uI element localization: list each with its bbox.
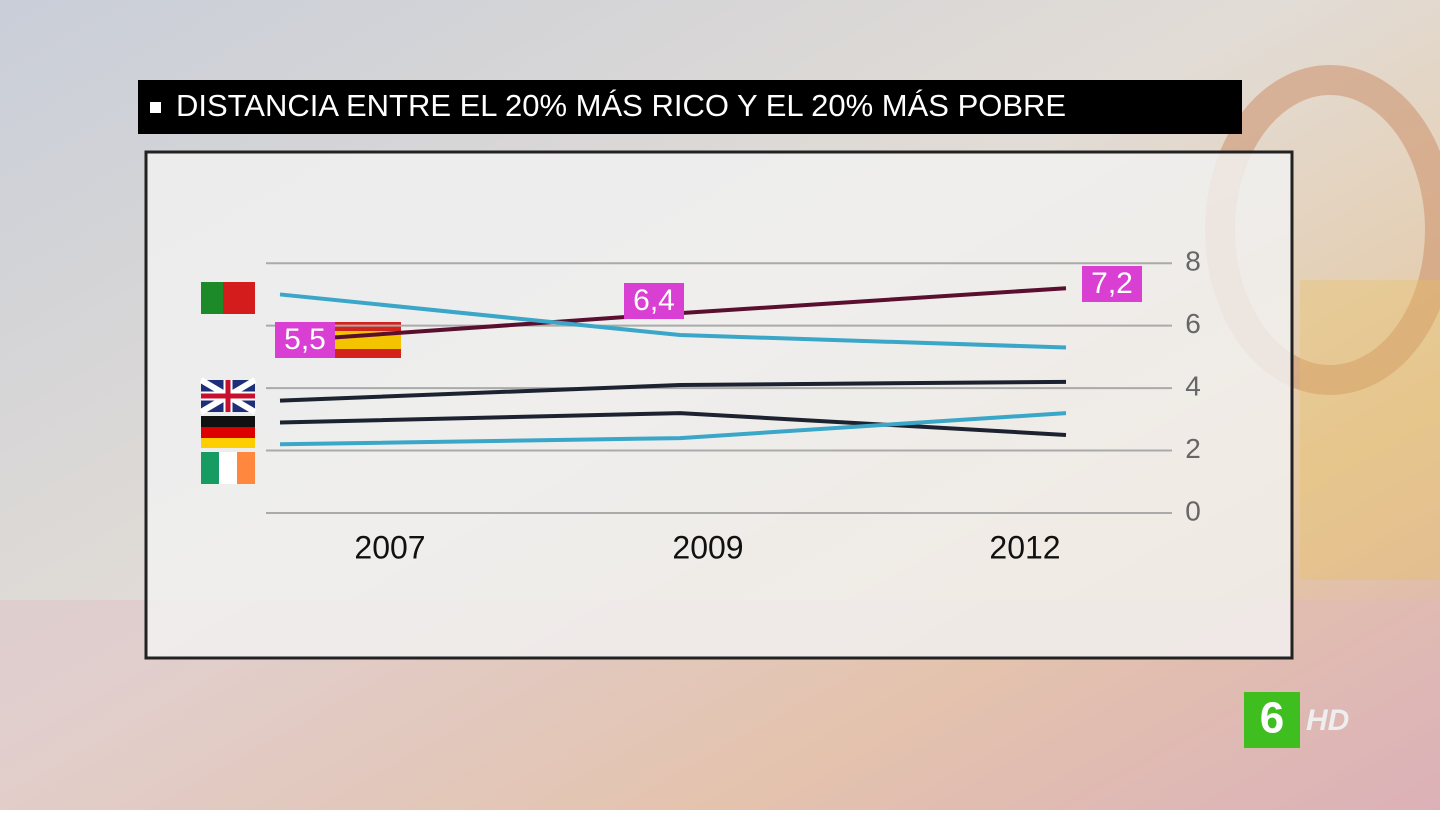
flag-ireland [219, 452, 237, 484]
series-line [279, 379, 1067, 403]
flag-ireland [237, 452, 255, 484]
flag-germany [201, 427, 255, 438]
series-line [279, 292, 1067, 350]
channel-logo-mark: 6 [1260, 694, 1284, 743]
flag-portugal [201, 282, 223, 314]
x-tick-label: 2009 [672, 529, 743, 565]
y-tick-label: 4 [1185, 371, 1201, 402]
banknote-decor [1300, 280, 1440, 580]
value-label-bg [275, 322, 335, 358]
chart-title: DISTANCIA ENTRE EL 20% MÁS RICO Y EL 20%… [176, 88, 1066, 123]
flag-uk [201, 380, 255, 412]
value-label-bg [624, 283, 684, 319]
value-label: 5,5 [284, 323, 326, 356]
logo-text: HD [1306, 704, 1349, 737]
channel-logo [1244, 692, 1300, 748]
value-label: 6,4 [633, 284, 675, 317]
flag-ireland [201, 452, 219, 484]
y-tick-label: 8 [1185, 246, 1201, 277]
flag-germany [201, 438, 255, 448]
y-tick-label: 2 [1185, 433, 1201, 464]
series-line [279, 411, 1067, 437]
title-bar [138, 80, 1242, 134]
flag-germany [201, 416, 255, 427]
x-tick-label: 2012 [989, 529, 1060, 565]
flags [199, 282, 401, 484]
y-tick-label: 6 [1185, 308, 1201, 339]
chart-panel [144, 150, 1294, 660]
value-label: 7,2 [1091, 267, 1133, 300]
series-line [279, 411, 1067, 447]
y-tick-label: 0 [1185, 495, 1201, 526]
title-bullet [150, 102, 161, 113]
value-label-bg [1082, 266, 1142, 302]
x-tick-label: 2007 [354, 529, 425, 565]
